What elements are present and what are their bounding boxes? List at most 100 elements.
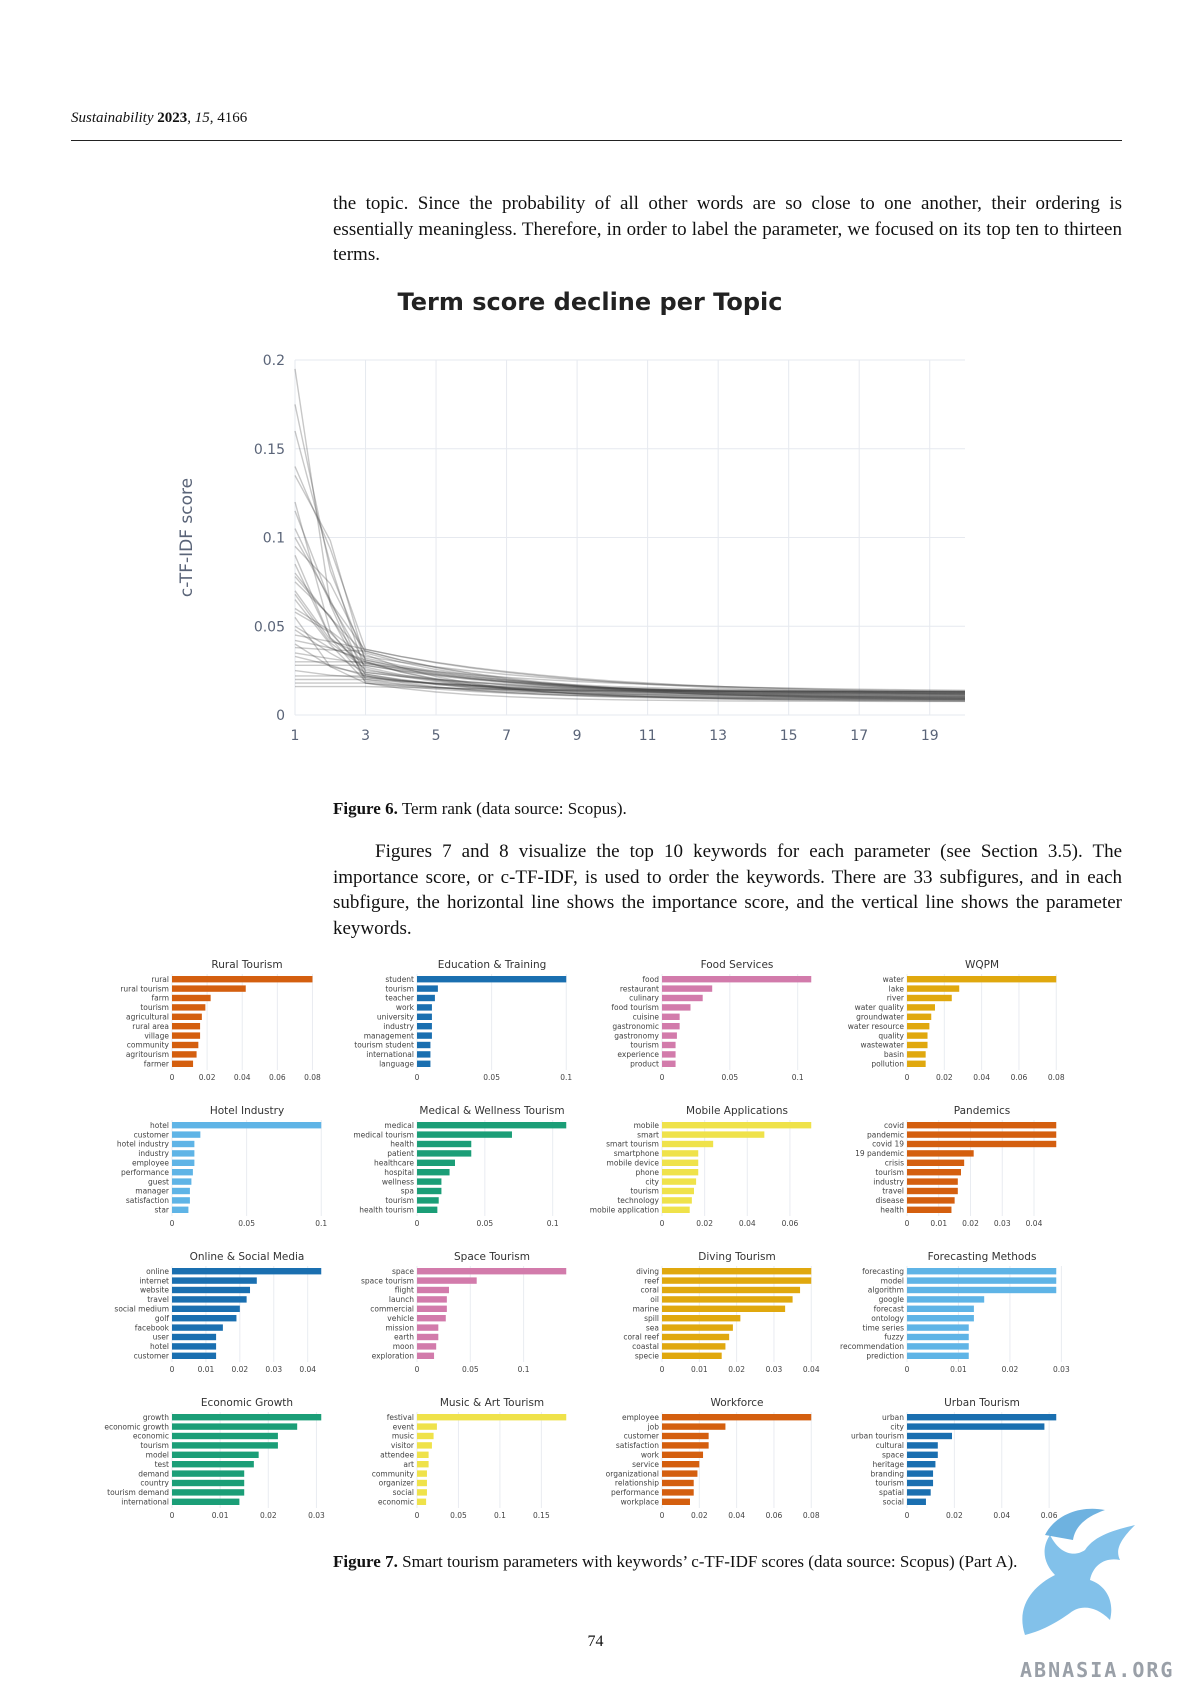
figure-6-text: Term rank (data source: Scopus). [401, 799, 627, 818]
bar-panel-medical-wellness-tourism: Medical & Wellness Tourism 0 0.05 0.1 medica… [353, 1105, 567, 1228]
bar [417, 1343, 437, 1350]
bar-label: commercial [370, 1305, 414, 1314]
bar [172, 1004, 206, 1011]
topic-series-line [294, 537, 966, 695]
bar-label: specie [635, 1352, 659, 1361]
topic-series-line [294, 607, 966, 698]
x-tick-label: 19 [921, 728, 939, 744]
bar-label: customer [134, 1352, 170, 1361]
bar-label: disease [876, 1196, 905, 1205]
bar-label: user [153, 1333, 170, 1342]
bar-label: rural [151, 975, 169, 984]
bar [417, 1296, 447, 1303]
bar-label: international [366, 1050, 414, 1059]
bar [662, 1461, 700, 1468]
bar-label: satisfaction [616, 1441, 659, 1450]
topic-series-line [294, 563, 966, 698]
bar-label: 19 pandemic [855, 1149, 904, 1158]
panel-tick-label: 0 [415, 1365, 420, 1374]
panel-tick-label: 0.05 [483, 1073, 500, 1082]
panel-tick-label: 0.04 [234, 1073, 251, 1082]
bar [907, 1343, 969, 1350]
bar [662, 1159, 699, 1166]
panel-tick-label: 0.1 [560, 1073, 572, 1082]
panel-tick-label: 0.04 [739, 1219, 756, 1228]
panel-tick-label: 0.1 [494, 1511, 506, 1520]
bar [907, 1169, 961, 1176]
topic-series-line [294, 555, 966, 697]
bar [172, 1414, 322, 1421]
y-tick-label: 0.1 [263, 531, 285, 547]
bar [172, 1451, 259, 1458]
y-tick-label: 0.2 [263, 353, 285, 369]
bar [662, 1442, 709, 1449]
bar [907, 1178, 958, 1185]
panel-tick-label: 0.08 [304, 1073, 321, 1082]
bar [417, 1197, 439, 1204]
bar-label: art [403, 1460, 414, 1469]
topic-series-line [295, 685, 965, 693]
bar-label: gastronomic [612, 1022, 659, 1031]
panel-tick-label: 0 [660, 1365, 665, 1374]
bar-label: community [372, 1469, 415, 1478]
bar-label: event [393, 1422, 414, 1431]
panel-tick-label: 0.05 [721, 1073, 738, 1082]
bar-label: lake [889, 984, 905, 993]
bar-label: hotel industry [117, 1140, 170, 1149]
bar [417, 1060, 431, 1067]
bar-label: demand [138, 1469, 169, 1478]
bar [417, 1352, 435, 1359]
panel-title: Diving Tourism [698, 1251, 775, 1263]
bar-label: hospital [384, 1168, 414, 1177]
panel-tick-label: 0.06 [766, 1511, 783, 1520]
bar [662, 1060, 676, 1067]
bar [172, 1277, 257, 1284]
bar [172, 1489, 245, 1496]
panel-tick-label: 0.15 [533, 1511, 550, 1520]
bar [172, 985, 246, 992]
panel-tick-label: 0.1 [518, 1365, 530, 1374]
panel-tick-label: 0.1 [547, 1219, 559, 1228]
bar-label: water [883, 975, 905, 984]
bar-label: tourism [140, 1003, 169, 1012]
topic-series-line [295, 664, 966, 695]
bar [417, 1187, 442, 1195]
panel-tick-label: 0.1 [315, 1219, 327, 1228]
bar-label: internet [139, 1276, 169, 1285]
bar-label: performance [611, 1488, 659, 1497]
bar-label: rural tourism [120, 984, 169, 993]
bar-label: branding [870, 1469, 904, 1478]
bar [417, 1140, 472, 1148]
journal-volume: 15 [194, 110, 210, 126]
panel-tick-label: 0.04 [803, 1365, 820, 1374]
panel-tick-label: 0.02 [199, 1073, 216, 1082]
bar [907, 976, 1057, 983]
panel-tick-label: 0.03 [766, 1365, 783, 1374]
panel-tick-label: 0.02 [260, 1511, 277, 1520]
bar-label: workplace [621, 1498, 660, 1507]
bar-label: food tourism [611, 1003, 659, 1012]
x-tick-label: 11 [639, 728, 657, 744]
bar [907, 985, 960, 992]
bar-label: coral reef [623, 1333, 659, 1342]
panel-tick-label: 0.02 [696, 1219, 713, 1228]
bar [172, 1268, 322, 1275]
bar-label: economic growth [104, 1422, 169, 1431]
bar [172, 1498, 240, 1505]
bar [662, 1041, 676, 1049]
bar [417, 1178, 442, 1185]
bar [417, 1131, 512, 1138]
bar [662, 1140, 714, 1148]
topic-series-line [295, 675, 965, 699]
bar-label: community [127, 1041, 170, 1050]
bar-label: organizational [606, 1469, 659, 1478]
bar-label: experience [617, 1050, 659, 1059]
bar-label: cultural [876, 1441, 904, 1450]
bar-label: farmer [144, 1060, 170, 1069]
bar [417, 1479, 427, 1487]
bar-label: international [121, 1498, 169, 1507]
bar-label: exploration [372, 1352, 415, 1361]
panel-tick-label: 0 [415, 1073, 420, 1082]
bar [907, 1470, 934, 1477]
